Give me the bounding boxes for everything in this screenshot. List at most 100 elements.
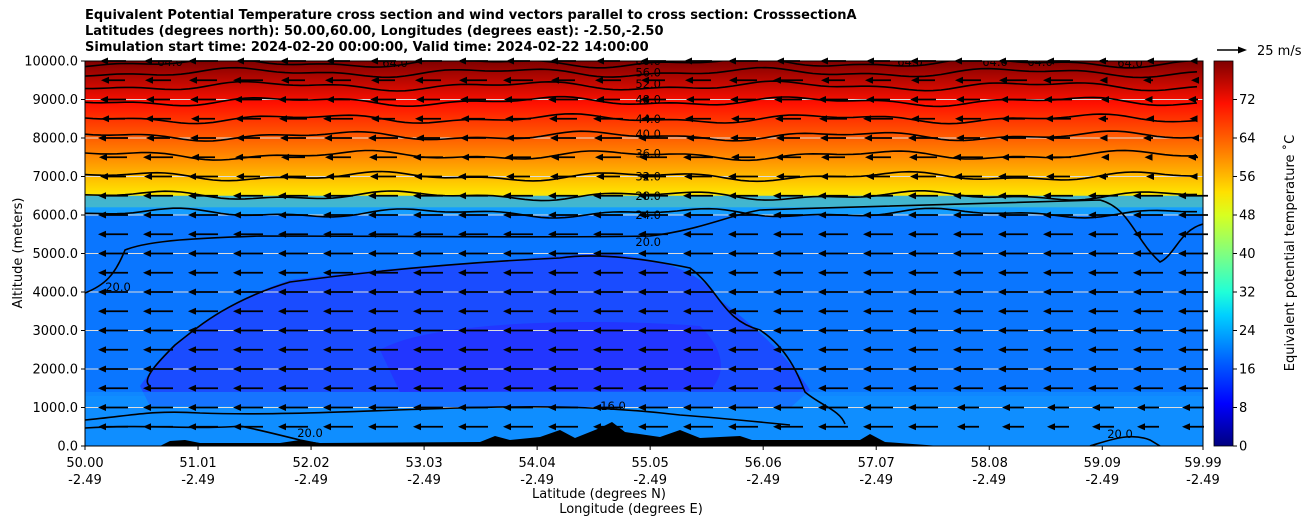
wind-vector-head (416, 134, 424, 142)
colorbar-tick-label: 0 (1239, 440, 1247, 455)
wind-vector-head (233, 307, 241, 315)
wind-vector-head (100, 96, 108, 103)
wind-vector-head (549, 115, 557, 123)
wind-vector (638, 327, 668, 334)
wind-vector-head (683, 404, 691, 411)
wind-vector (953, 153, 983, 161)
x-tick-label-longitude: -2.49 (859, 473, 893, 488)
wind-vector-head (593, 365, 601, 373)
wind-vector-head (595, 76, 603, 84)
wind-vector-head (1088, 365, 1096, 373)
wind-vector-head (1191, 134, 1199, 142)
wind-vector-head (503, 76, 511, 84)
wind-vector-head (1043, 307, 1051, 315)
wind-vector (278, 192, 308, 200)
wind-vector (1000, 96, 1026, 103)
wind-vector-head (819, 115, 827, 123)
wind-vector-head (638, 346, 646, 354)
wind-vector (593, 365, 623, 373)
wind-vector (458, 404, 488, 411)
wind-vector (728, 269, 758, 277)
colorbar-tick-label: 72 (1239, 93, 1256, 108)
wind-vector (1047, 423, 1069, 431)
wind-vector-head (953, 346, 961, 354)
contour-label: 40.0 (635, 127, 661, 141)
wind-vector-head (685, 76, 693, 84)
isentrope-line (85, 207, 1197, 219)
wind-vector-head (638, 250, 646, 257)
wind-vector-head (1092, 404, 1100, 411)
wind-vector (98, 327, 128, 334)
wind-vector (909, 153, 937, 161)
wind-vector-head (1098, 173, 1106, 180)
wind-vector-head (368, 211, 376, 219)
wind-vector (728, 346, 758, 354)
wind-vector (1088, 230, 1118, 238)
wind-vector-head (323, 404, 331, 411)
wind-vector (1178, 269, 1208, 277)
wind-vector (98, 230, 128, 238)
wind-vector (863, 346, 893, 354)
wind-vector-head (503, 269, 511, 277)
wind-vector-head (863, 384, 871, 392)
wind-vector-head (908, 423, 916, 431)
wind-vector-head (596, 173, 604, 180)
quiver-key-label: 25 m/s (1257, 44, 1302, 59)
wind-vector-head (413, 269, 421, 277)
wind-vector-head (1043, 365, 1051, 373)
wind-vector (998, 211, 1028, 219)
wind-vector (548, 365, 578, 373)
wind-vector (683, 365, 713, 373)
wind-vector-head (863, 230, 871, 238)
wind-vector (458, 192, 488, 200)
wind-vector-head (413, 346, 421, 354)
wind-vector (503, 327, 533, 334)
wind-vector (548, 288, 578, 296)
wind-vector-head (1178, 327, 1186, 334)
wind-vector-head (1000, 96, 1008, 103)
wind-vector (1046, 173, 1070, 180)
wind-vector (638, 134, 668, 142)
wind-vector (820, 173, 846, 180)
wind-vector-head (278, 230, 286, 238)
wind-vector-head (638, 404, 646, 411)
wind-vector (368, 230, 398, 238)
x-tick-label-longitude: -2.49 (746, 473, 780, 488)
wind-vector-head (458, 404, 466, 411)
wind-vector (506, 134, 530, 142)
wind-vector-head (639, 153, 647, 161)
wind-vector (278, 250, 308, 257)
wind-vector-head (143, 423, 151, 431)
field-cold-core (380, 321, 721, 392)
wind-vector (863, 250, 893, 257)
wind-vector-head (1182, 423, 1190, 431)
wind-vector (98, 365, 128, 373)
wind-vector (233, 307, 263, 315)
wind-vector-head (773, 327, 781, 334)
wind-vector-head (460, 96, 468, 103)
wind-vector-head (98, 423, 106, 431)
wind-vector (1043, 230, 1073, 238)
wind-vector-head (818, 346, 826, 354)
wind-vector (728, 327, 758, 334)
wind-vector-head (548, 288, 556, 296)
wind-vector-head (908, 346, 916, 354)
wind-vector-head (503, 307, 511, 315)
wind-vector-head (908, 307, 916, 315)
wind-vector (98, 404, 128, 411)
wind-vector (323, 423, 353, 431)
wind-vector (596, 96, 620, 103)
wind-vector (458, 365, 488, 373)
wind-vector-head (773, 192, 781, 200)
wind-vector-head (323, 269, 331, 277)
wind-vector (1133, 269, 1163, 277)
wind-vector-head (1047, 423, 1055, 431)
wind-vector-head (324, 134, 332, 142)
wind-vector (953, 250, 983, 257)
wind-vector (143, 307, 173, 315)
wind-vector-head (235, 115, 243, 123)
wind-vector (190, 134, 216, 142)
wind-vector-head (638, 192, 646, 200)
wind-vector-head (413, 192, 421, 200)
wind-vector (1146, 173, 1154, 180)
